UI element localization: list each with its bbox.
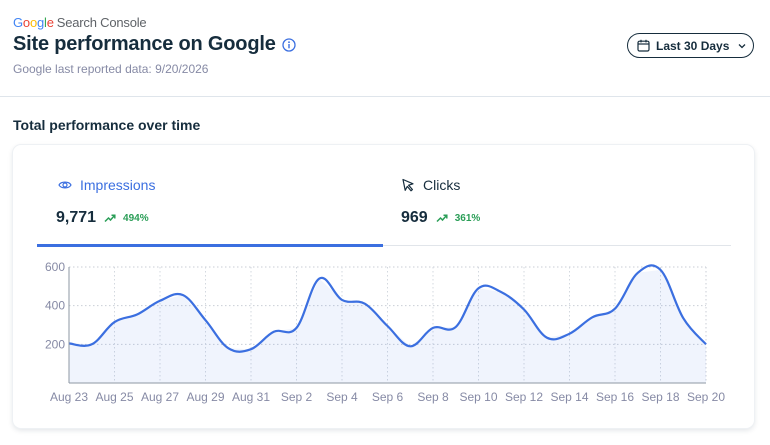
y-tick-label: 400 — [45, 299, 65, 313]
y-tick-label: 200 — [45, 337, 65, 351]
cursor-arrow-icon — [401, 178, 415, 192]
info-icon[interactable] — [281, 37, 296, 52]
x-tick-label: Aug 25 — [95, 390, 133, 404]
section-title: Total performance over time — [13, 117, 201, 133]
x-tick-label: Sep 14 — [550, 390, 588, 404]
calendar-icon — [637, 39, 650, 52]
last-reported-text: Google last reported data: 9/20/2026 — [13, 62, 209, 76]
trend-up-icon — [104, 213, 116, 223]
x-tick-label: Sep 12 — [505, 390, 543, 404]
y-tick-label: 600 — [45, 260, 65, 274]
x-tick-label: Sep 2 — [281, 390, 313, 404]
tab-clicks[interactable]: Clicks 969 361% — [383, 145, 731, 246]
clicks-total: 969 — [401, 209, 428, 226]
x-tick-label: Sep 8 — [417, 390, 449, 404]
date-range-dropdown[interactable]: Last 30 Days — [627, 33, 754, 58]
page-header: Google Search Console Site performance o… — [0, 0, 770, 97]
impressions-line — [68, 264, 707, 353]
x-tick-label: Sep 16 — [596, 390, 634, 404]
product-name: Search Console — [56, 14, 147, 30]
x-tick-label: Sep 18 — [641, 390, 679, 404]
selected-tab-indicator — [37, 244, 383, 247]
x-tick-label: Aug 23 — [50, 390, 88, 404]
date-range-label: Last 30 Days — [656, 38, 730, 53]
performance-card: Impressions 9,771 494% Clicks 969 — [13, 145, 754, 428]
chevron-down-icon — [737, 41, 747, 51]
impressions-total: 9,771 — [56, 209, 97, 226]
trend-up-icon — [436, 213, 448, 223]
tab-clicks-label: Clicks — [423, 177, 461, 193]
eye-icon — [58, 178, 72, 192]
impressions-change: 494% — [123, 212, 149, 224]
tab-impressions[interactable]: Impressions 9,771 494% — [37, 145, 383, 246]
x-tick-label: Aug 27 — [141, 390, 179, 404]
impressions-chart: 200 400 600 Aug 23 Aug 25 Aug 27 Aug 29 Aug 31 S… — [45, 260, 725, 404]
x-tick-label: Sep 6 — [372, 390, 404, 404]
x-tick-label: Sep 10 — [459, 390, 497, 404]
x-tick-label: Sep 4 — [326, 390, 358, 404]
tab-impressions-label: Impressions — [80, 177, 156, 193]
tab-divider — [383, 245, 731, 246]
search-console-logo: Google Search Console — [13, 14, 147, 30]
clicks-change: 361% — [454, 212, 481, 224]
page-title: Site performance on Google — [13, 33, 276, 55]
google-wordmark: Google — [13, 14, 54, 30]
x-tick-label: Sep 20 — [687, 390, 725, 404]
x-tick-label: Aug 31 — [232, 390, 270, 404]
x-tick-label: Aug 29 — [186, 390, 224, 404]
